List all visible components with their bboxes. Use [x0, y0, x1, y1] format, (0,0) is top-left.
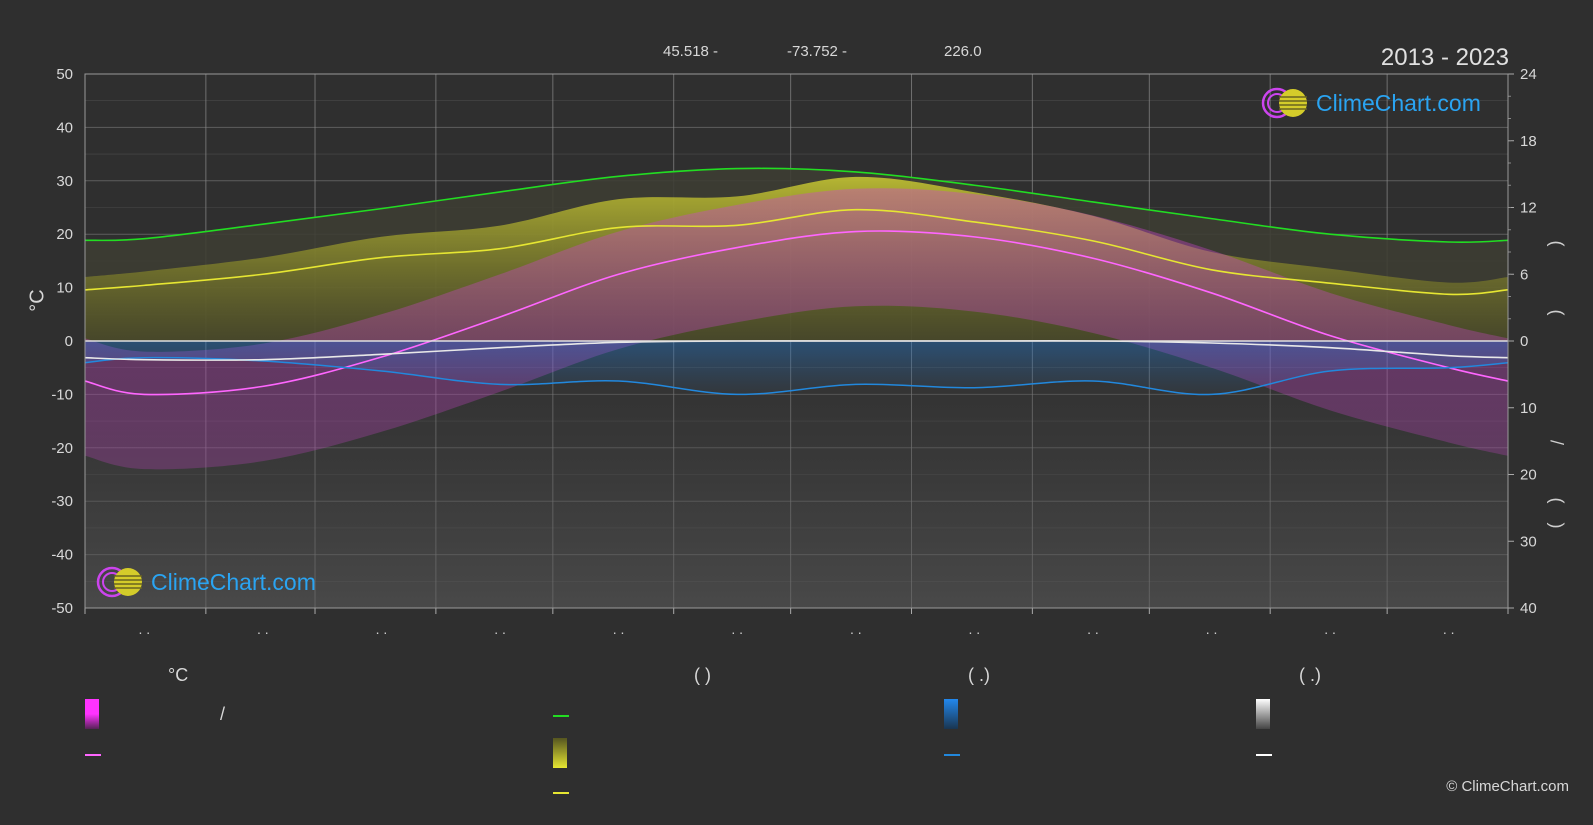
right-tick-label-hours: 0	[1520, 333, 1528, 350]
right-tick-label-hours: 12	[1520, 200, 1537, 217]
climechart-logo-icon	[96, 566, 142, 598]
left-tick-label: 10	[56, 280, 73, 297]
x-tick-label: . .	[850, 621, 862, 637]
logo-text: ClimeChart.com	[151, 568, 316, 595]
right-axis-mark-2: )	[1544, 309, 1565, 316]
elevation-label: 226.0	[944, 43, 982, 60]
x-tick-label: . .	[1206, 621, 1218, 637]
left-tick-label: -20	[51, 440, 73, 457]
legend-rain-swatch	[944, 699, 958, 729]
legend-rain-title: ( .)	[968, 665, 990, 685]
temperature-mean-line	[84, 230, 1509, 396]
longitude-label: -73.752 -	[787, 43, 848, 60]
chart-series-lines	[84, 167, 1509, 396]
legend-sunshine-swatch	[553, 738, 567, 768]
legend-temperature-title: °C	[168, 665, 189, 685]
legend-daylight-line	[553, 715, 569, 717]
right-tick-label-mm: 10	[1520, 400, 1537, 417]
legend-temp-range-swatch	[85, 699, 99, 729]
legend-sunshine-line	[553, 792, 569, 794]
left-tick-label: 30	[56, 173, 73, 190]
climechart-logo-icon	[1261, 87, 1307, 119]
rain-area	[85, 341, 1508, 395]
x-tick-label: . .	[613, 621, 625, 637]
x-tick-label: . .	[1087, 621, 1099, 637]
x-tick-label: . .	[494, 621, 506, 637]
x-tick-label: . .	[731, 621, 743, 637]
logo-top-right[interactable]: ClimeChart.com	[1260, 86, 1481, 120]
left-tick-label: 0	[65, 333, 73, 350]
x-tick-label: . .	[1443, 621, 1455, 637]
legend-snow-line	[1256, 754, 1272, 756]
daylight-line	[84, 167, 1509, 244]
right-tick-label-mm: 20	[1520, 467, 1537, 484]
rain-line	[84, 356, 1509, 396]
right-axis-mark-5: (	[1544, 522, 1565, 529]
legend-temp-mean-line	[85, 754, 101, 756]
left-tick-label: -40	[51, 547, 73, 564]
right-tick-label-hours: 18	[1520, 133, 1537, 150]
legend-snow-title: ( .)	[1299, 665, 1321, 685]
left-tick-label: 20	[56, 226, 73, 243]
left-tick-label: -10	[51, 386, 73, 403]
x-tick-label: . .	[138, 621, 150, 637]
right-axis-mark-3: /	[1548, 439, 1569, 446]
sunshine-line	[84, 208, 1509, 296]
x-tick-label: . .	[969, 621, 981, 637]
latitude-label: 45.518 -	[663, 43, 719, 60]
legend-sunshine-title: ( )	[694, 665, 711, 685]
x-tick-label: . .	[1324, 621, 1336, 637]
left-tick-label: 50	[56, 66, 73, 83]
right-tick-label-mm: 30	[1520, 533, 1537, 550]
chart-area-fills	[85, 168, 1508, 608]
x-tick-label: . .	[376, 621, 388, 637]
left-tick-label: 40	[56, 119, 73, 136]
right-axis-mark-1: )	[1544, 240, 1565, 247]
legend-slash: /	[220, 704, 226, 724]
plot-frame	[84, 73, 1509, 609]
right-tick-label-mm: 40	[1520, 600, 1537, 617]
temperature-range-area	[85, 188, 1508, 470]
copyright: © ClimeChart.com	[1446, 778, 1569, 795]
axis-tick-labels: 50 40 30 20 10 0 -10 -20 -30 -40 -50 . . . . . . . . . …	[51, 66, 1536, 637]
logo-bottom-left[interactable]: ClimeChart.com	[95, 565, 316, 599]
right-tick-label-hours: 6	[1520, 266, 1528, 283]
logo-text: ClimeChart.com	[1316, 89, 1481, 116]
legend-snow-swatch	[1256, 699, 1270, 729]
left-tick-label: -30	[51, 493, 73, 510]
year-range: 2013 - 2023	[1380, 44, 1509, 71]
left-tick-label: -50	[51, 600, 73, 617]
legend-rain-line	[944, 754, 960, 756]
x-tick-label: . .	[257, 621, 269, 637]
right-axis-mark-4: )	[1544, 497, 1565, 504]
right-tick-label-hours: 24	[1520, 66, 1537, 83]
left-axis-unit: °C	[26, 289, 49, 312]
